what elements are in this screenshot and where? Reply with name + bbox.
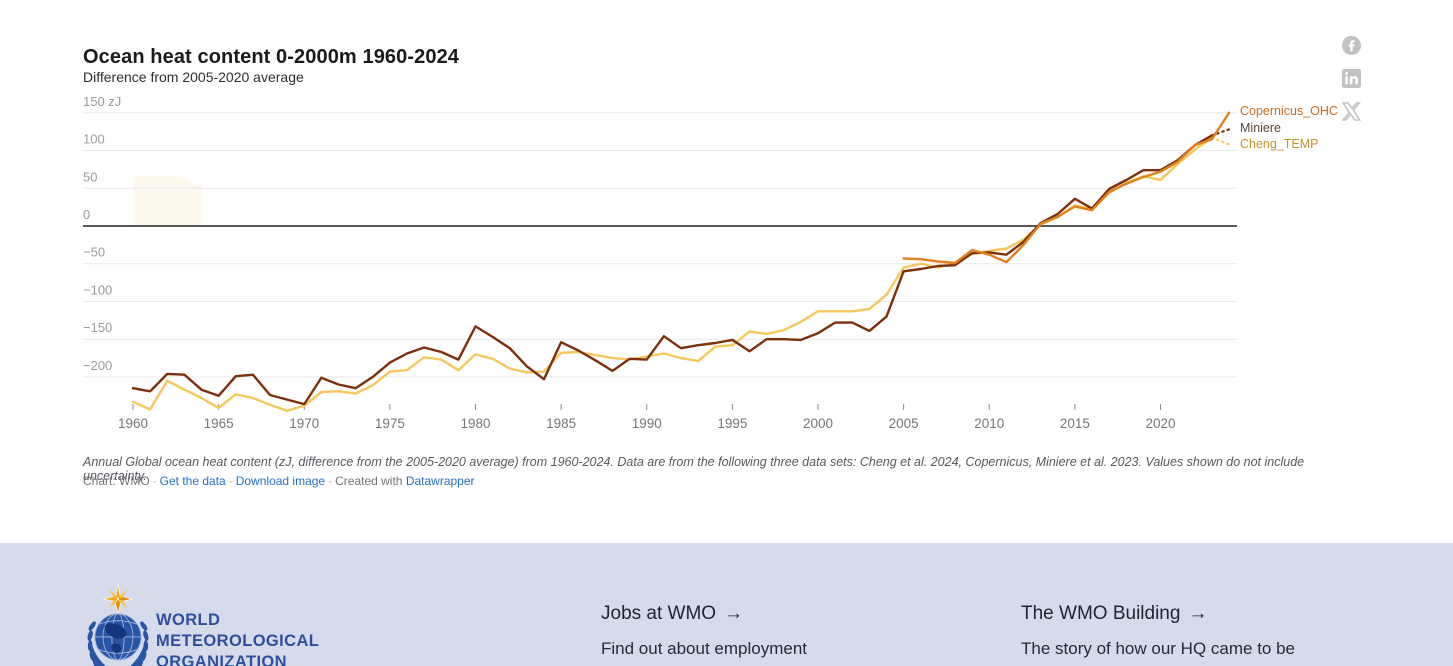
y-axis-label: 50	[83, 169, 97, 184]
logo-star	[102, 584, 134, 614]
wmo-wordmark: WORLD METEOROLOGICAL ORGANIZATION	[156, 610, 319, 666]
y-axis-label: −150	[83, 320, 112, 335]
ocean-heat-line-chart: 150 zJ 100 50 0 −50 −100 −150 −200 1960 1965 1970 1…	[83, 94, 1237, 431]
x-axis-label: 2000	[803, 416, 833, 431]
highlight-area	[133, 176, 202, 226]
separator-dot: ·	[228, 474, 233, 488]
series-line-cheng_temp[interactable]	[131, 136, 1214, 413]
datawrapper-link[interactable]: Datawrapper	[405, 474, 475, 488]
linkedin-share-icon[interactable]	[1341, 69, 1361, 88]
arrow-right-icon: →	[724, 603, 744, 624]
series-line-cheng_temp-dashed-tail[interactable]	[1210, 136, 1231, 146]
x-axis-label: 1985	[546, 416, 576, 431]
chart-credit: Chart: WMO	[83, 474, 150, 488]
y-axis-label: −100	[83, 282, 112, 297]
x-axis-label: 2015	[1060, 416, 1090, 431]
footer-link-building-title: The WMO Building	[1021, 603, 1181, 624]
wmo-wordmark-line: ORGANIZATION	[156, 653, 287, 666]
x-axis-label: 1980	[460, 416, 490, 431]
x-axis-label: 1975	[375, 416, 405, 431]
series-line-miniere[interactable]	[131, 134, 1214, 406]
y-axis-label: 150 zJ	[83, 94, 121, 109]
legend-label-copernicus: Copernicus_OHC	[1240, 104, 1338, 118]
facebook-share-icon[interactable]	[1341, 36, 1361, 55]
x-axis-label: 2010	[974, 416, 1004, 431]
footer-link-jobs-subtitle: Find out about employment	[601, 639, 808, 658]
page-title: Ocean heat content 0-2000m 1960-2024	[83, 46, 460, 69]
separator-dot: ·	[328, 474, 333, 488]
wmo-wordmark-line: WORLD	[156, 611, 221, 629]
download-image-link[interactable]: Download image	[235, 474, 326, 488]
arrow-right-icon: →	[1188, 603, 1208, 624]
legend-label-miniere: Miniere	[1240, 121, 1281, 135]
x-twitter-share-icon[interactable]	[1340, 102, 1361, 121]
series-line-copernicus_ohc[interactable]	[902, 111, 1231, 265]
footer-link-building-subtitle: The story of how our HQ came to be	[1021, 639, 1296, 658]
x-axis-label: 2020	[1145, 416, 1175, 431]
footer-link-wmo-building[interactable]: The WMO Building → The story of how our H…	[1021, 603, 1295, 659]
logo-laurel	[87, 619, 149, 666]
wmo-wordmark-line: METEOROLOGICAL	[156, 632, 320, 650]
chart-byline: Chart: WMO · Get the data · Download image · C…	[83, 474, 475, 488]
x-axis-label: 1960	[118, 416, 148, 431]
y-axis-label: −50	[83, 245, 105, 260]
chart-subtitle: Difference from 2005-2020 average	[83, 69, 304, 85]
x-axis-label: 1970	[289, 416, 319, 431]
footer-link-jobs[interactable]: Jobs at WMO → Find out about employment	[601, 603, 807, 659]
y-axis-label: 100	[83, 132, 105, 147]
share-toolbar	[1340, 36, 1361, 121]
chart-caption: Annual Global ocean heat content (zJ, di…	[83, 455, 1305, 483]
site-footer: WORLD METEOROLOGICAL ORGANIZATION Jobs a…	[0, 543, 1453, 666]
created-with-text: Created with	[335, 474, 403, 488]
logo-globe	[94, 613, 142, 661]
get-the-data-link[interactable]: Get the data	[159, 474, 226, 488]
x-axis-label: 2005	[889, 416, 919, 431]
y-axis-label: −200	[83, 358, 112, 373]
separator-dot: ·	[152, 474, 157, 488]
footer-link-jobs-title: Jobs at WMO	[601, 603, 717, 624]
x-axis-label: 1965	[204, 416, 234, 431]
legend-label-cheng: Cheng_TEMP	[1240, 137, 1319, 151]
y-axis-label: 0	[83, 207, 90, 222]
wmo-logo-icon	[87, 584, 149, 666]
x-axis-label: 1995	[717, 416, 747, 431]
x-axis-label: 1990	[632, 416, 662, 431]
